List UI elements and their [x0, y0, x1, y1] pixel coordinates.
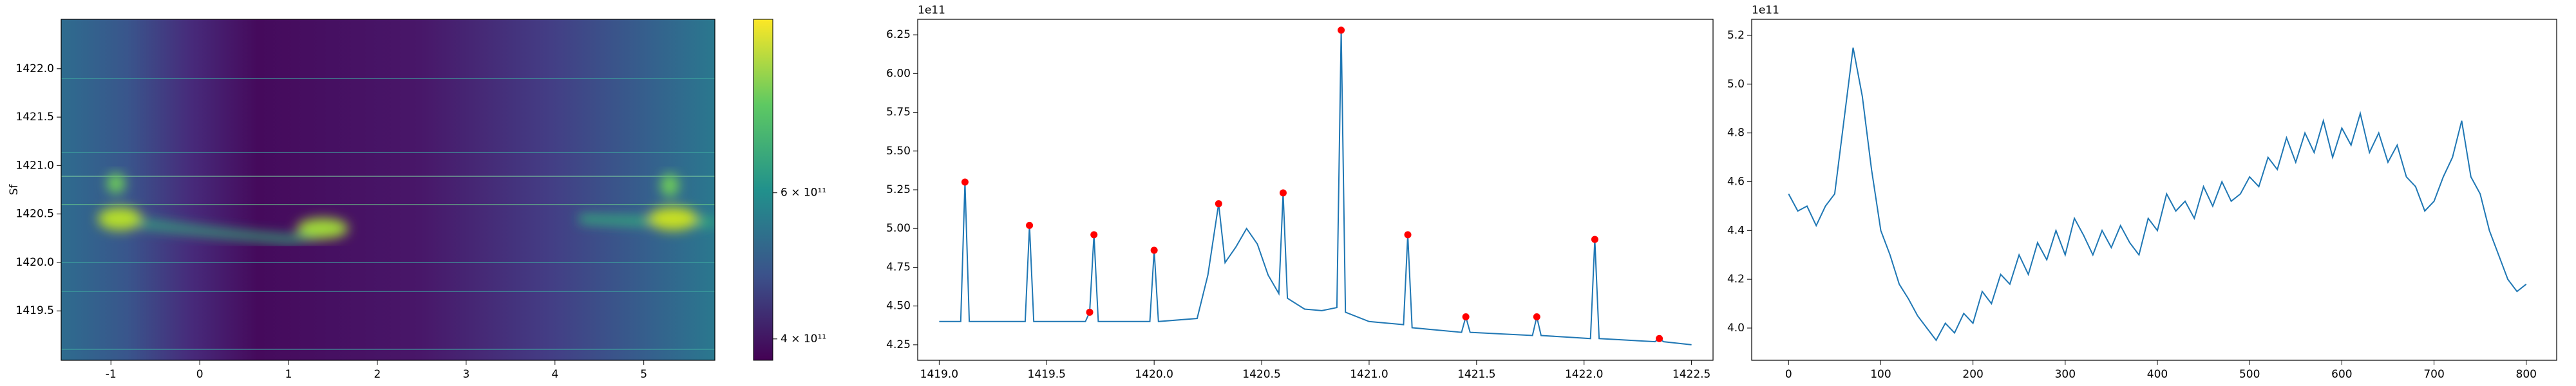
peak-marker	[961, 178, 969, 186]
peak-marker	[1591, 235, 1598, 243]
y-tick-label: 4.4	[1727, 224, 1745, 237]
y-tick-label: 6.00	[886, 67, 911, 80]
y-tick-label: 1419.5	[16, 304, 54, 317]
x-tick-label: 1422.5	[1672, 368, 1710, 381]
peak-marker	[1215, 200, 1222, 208]
peak-marker	[1090, 231, 1098, 239]
axes-frame	[1751, 19, 2557, 361]
x-tick-label: 1420.5	[1242, 368, 1280, 381]
x-tick-label: 1422.0	[1565, 368, 1603, 381]
x-tick-label: 1421.5	[1457, 368, 1495, 381]
y-tick-label: 1421.0	[16, 159, 54, 172]
x-tick-label: 1420.0	[1135, 368, 1173, 381]
heatmap-image	[61, 19, 715, 360]
x-tick-label: 800	[2516, 368, 2537, 381]
x-tick-label: 2	[374, 368, 381, 381]
peak-marker	[1656, 335, 1663, 342]
y-tick-label: 5.00	[886, 222, 911, 235]
data-line	[1788, 47, 2527, 342]
y-tick-label: 4.0	[1727, 322, 1745, 335]
x-tick-label: 0	[1785, 368, 1792, 381]
y-tick-label: 5.50	[886, 145, 911, 158]
x-tick-label: 1419.5	[1028, 368, 1066, 381]
x-tick-label: 4	[551, 368, 558, 381]
offset-label: 1e11	[918, 4, 945, 17]
x-tick-label: 1	[285, 368, 292, 381]
y-tick-label: 5.25	[886, 183, 911, 196]
x-tick-label: 1421.0	[1350, 368, 1388, 381]
x-tick-label: 1419.0	[920, 368, 958, 381]
y-tick-label: 5.0	[1727, 78, 1745, 91]
colorbar	[753, 19, 773, 361]
peak-marker	[1533, 313, 1540, 321]
x-tick-label: 700	[2423, 368, 2444, 381]
y-tick-label: 4.6	[1727, 175, 1745, 188]
colorbar-tick-label: 4 × 10¹¹	[781, 333, 826, 345]
x-tick-label: 0	[196, 368, 204, 381]
peak-marker	[1404, 231, 1412, 239]
y-axis-label: Sf	[8, 184, 21, 196]
peak-marker	[1462, 313, 1470, 321]
y-tick-label: 4.50	[886, 300, 911, 313]
x-tick-label: 600	[2331, 368, 2352, 381]
y-tick-label: 5.75	[886, 106, 911, 119]
x-tick-label: 300	[2055, 368, 2076, 381]
y-tick-label: 1422.0	[16, 62, 54, 75]
x-tick-label: 3	[462, 368, 469, 381]
peak-marker	[1026, 221, 1034, 229]
x-tick-label: 200	[1962, 368, 1983, 381]
y-tick-label: 4.75	[886, 261, 911, 273]
y-tick-label: 4.8	[1727, 127, 1745, 140]
plot-area	[918, 19, 1713, 360]
axes-frame	[917, 19, 1714, 361]
y-tick-label: 1420.5	[16, 208, 54, 221]
x-tick-label: 500	[2239, 368, 2260, 381]
axes-frame	[61, 19, 715, 361]
y-tick-label: 1420.0	[16, 256, 54, 269]
peak-marker	[1086, 308, 1094, 316]
y-tick-label: 1421.5	[16, 111, 54, 124]
peak-marker	[1338, 26, 1345, 34]
x-tick-label: 5	[640, 368, 647, 381]
offset-label: 1e11	[1752, 4, 1779, 17]
y-tick-label: 5.2	[1727, 29, 1745, 42]
y-tick-label: 6.25	[886, 28, 911, 41]
peak-marker	[1150, 246, 1158, 254]
x-tick-label: -1	[106, 368, 117, 381]
x-tick-label: 100	[1870, 368, 1891, 381]
y-tick-label: 4.25	[886, 338, 911, 351]
peak-marker	[1279, 189, 1287, 197]
x-tick-label: 400	[2147, 368, 2168, 381]
plot-area	[1752, 19, 2557, 360]
colorbar-tick-label: 6 × 10¹¹	[781, 187, 826, 199]
y-tick-label: 4.2	[1727, 273, 1745, 286]
